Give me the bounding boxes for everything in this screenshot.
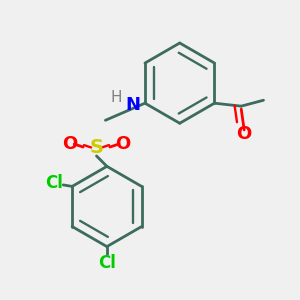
Text: O: O — [237, 125, 252, 143]
Text: H: H — [111, 90, 122, 105]
Text: O: O — [116, 135, 131, 153]
Text: Cl: Cl — [45, 174, 63, 192]
Text: N: N — [126, 96, 141, 114]
Text: Cl: Cl — [98, 254, 116, 272]
Text: O: O — [62, 135, 77, 153]
Text: S: S — [89, 137, 103, 157]
